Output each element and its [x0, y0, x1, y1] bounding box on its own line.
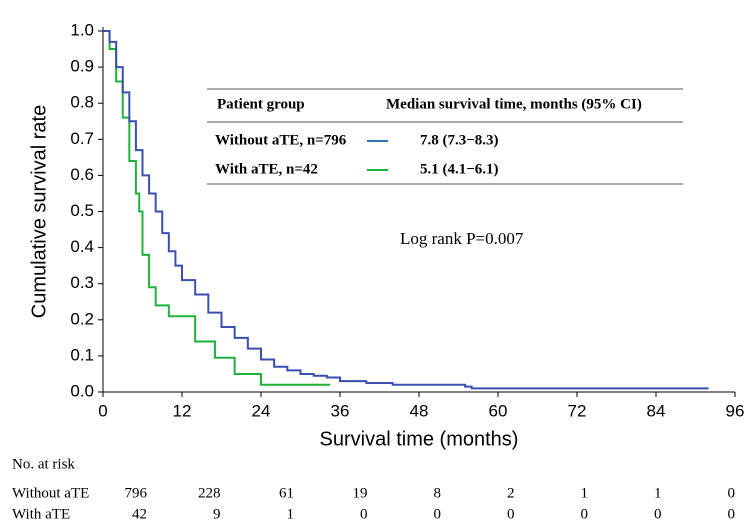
risk-value: 0: [728, 485, 736, 501]
x-tick-label: 72: [568, 401, 587, 420]
y-tick-label: 0.0: [70, 381, 94, 400]
risk-value: 0: [360, 506, 368, 522]
legend-label: Without aTE, n=796: [215, 132, 347, 148]
risk-value: 19: [353, 485, 368, 501]
legend-header: Patient group: [217, 96, 305, 112]
risk-value: 2: [507, 485, 515, 501]
legend-median: 7.8 (7.3−8.3): [420, 132, 499, 148]
risk-value: 61: [279, 485, 294, 501]
y-tick-label: 1.0: [70, 20, 94, 39]
y-tick-label: 0.8: [70, 93, 94, 112]
risk-value: 796: [125, 485, 148, 501]
x-tick-label: 24: [252, 401, 271, 420]
risk-value: 1: [581, 485, 589, 501]
y-tick-label: 0.2: [70, 309, 94, 328]
risk-label: Without aTE: [12, 485, 89, 501]
y-tick-label: 0.6: [70, 165, 94, 184]
risk-value: 1: [287, 506, 295, 522]
x-axis-label: Survival time (months): [320, 428, 519, 450]
risk-value: 8: [434, 485, 442, 501]
y-tick-label: 0.1: [70, 345, 94, 364]
y-tick-label: 0.4: [70, 237, 94, 256]
y-axis-label: Cumulative survival rate: [28, 105, 50, 318]
y-tick-label: 0.9: [70, 57, 94, 76]
x-tick-label: 96: [726, 401, 745, 420]
risk-title: No. at risk: [12, 456, 75, 472]
x-tick-label: 12: [173, 401, 192, 420]
risk-value: 0: [728, 506, 736, 522]
risk-value: 1: [654, 485, 662, 501]
x-tick-label: 0: [98, 401, 107, 420]
y-tick-label: 0.5: [70, 201, 94, 220]
risk-value: 9: [213, 506, 221, 522]
x-tick-label: 48: [410, 401, 429, 420]
legend-label: With aTE, n=42: [215, 161, 318, 177]
annotation: Log rank P=0.007: [400, 229, 524, 248]
y-tick-label: 0.3: [70, 273, 94, 292]
risk-value: 228: [198, 485, 221, 501]
y-tick-label: 0.7: [70, 129, 94, 148]
risk-value: 0: [507, 506, 515, 522]
x-tick-label: 60: [489, 401, 508, 420]
risk-value: 0: [434, 506, 442, 522]
risk-value: 42: [132, 506, 147, 522]
risk-label: With aTE: [12, 506, 70, 522]
legend: Patient group Median survival time, month…: [207, 88, 683, 185]
legend-header: Median survival time, months (95% CI): [386, 96, 642, 112]
survival-curve: [103, 30, 709, 390]
survival-curve: [103, 30, 331, 386]
risk-value: 0: [581, 506, 589, 522]
risk-value: 0: [654, 506, 662, 522]
legend-median: 5.1 (4.1−6.1): [420, 161, 499, 177]
x-tick-label: 84: [647, 401, 666, 420]
x-tick-label: 36: [331, 401, 350, 420]
